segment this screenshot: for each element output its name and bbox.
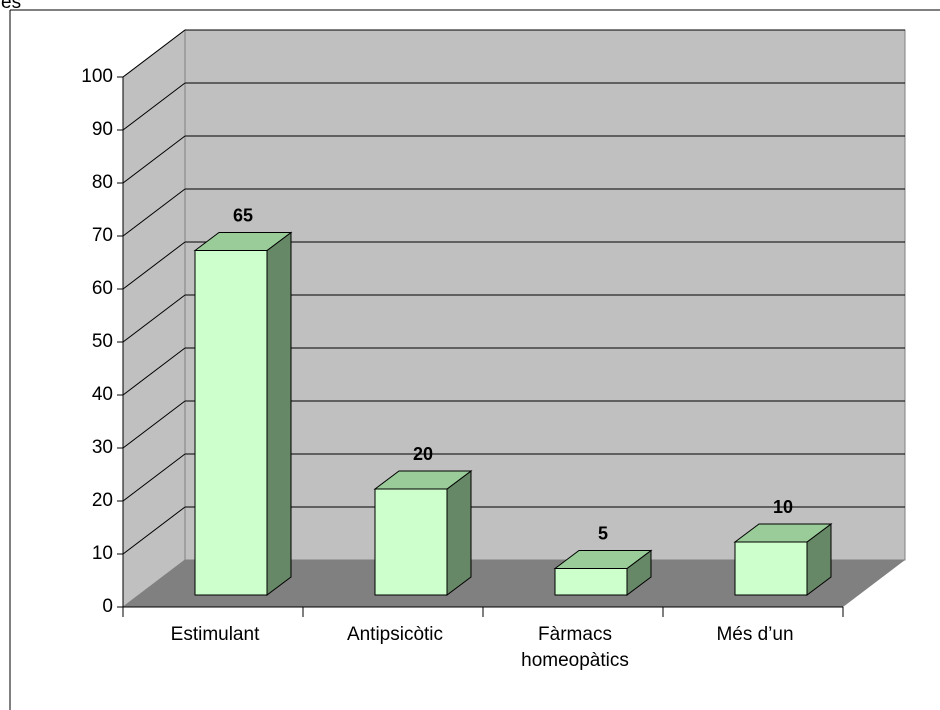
grid-line — [122, 241, 186, 290]
floor — [123, 560, 905, 607]
x-tick-label: Estimulant — [170, 624, 260, 645]
grid-line — [122, 29, 186, 78]
grid-line — [122, 506, 186, 555]
bar — [373, 470, 473, 596]
y-tick-label: 50 — [92, 331, 113, 352]
y-tick-label: 30 — [92, 437, 113, 458]
bar — [553, 549, 653, 596]
y-tick-label: 90 — [92, 119, 113, 140]
grid-line — [122, 453, 186, 502]
y-tick-label: 70 — [92, 225, 113, 246]
value-label: 65 — [233, 205, 253, 225]
value-label: 20 — [413, 444, 433, 464]
y-tick-label: 60 — [92, 278, 113, 299]
grid-line — [122, 400, 186, 449]
y-tick-label: 40 — [92, 384, 113, 405]
value-label: 5 — [598, 523, 608, 543]
y-tick-label: 10 — [92, 543, 113, 564]
grid-line — [122, 82, 186, 131]
grid-line — [122, 135, 186, 184]
bar-side — [266, 231, 292, 596]
grid-line — [122, 294, 186, 343]
y-tick-label: 80 — [92, 172, 113, 193]
x-tick-label: Més d’un — [716, 624, 794, 645]
x-tick-label: Fàrmacs homeopàtics — [521, 624, 629, 671]
x-tick-label: Antipsicòtic — [346, 624, 444, 645]
y-tick-label: 20 — [92, 490, 113, 511]
bar-front — [734, 541, 808, 596]
bar-front — [374, 488, 448, 596]
y-axis-title: es — [1, 0, 21, 13]
grid-line — [122, 188, 186, 237]
bar — [193, 231, 293, 596]
value-label: 10 — [773, 497, 793, 517]
bar-side — [446, 470, 472, 596]
grid-line — [122, 347, 186, 396]
y-tick-label: 100 — [81, 66, 113, 87]
bar — [733, 523, 833, 596]
bar-front — [554, 568, 628, 596]
y-tick-label: 0 — [102, 596, 113, 617]
bar-front — [194, 250, 268, 596]
